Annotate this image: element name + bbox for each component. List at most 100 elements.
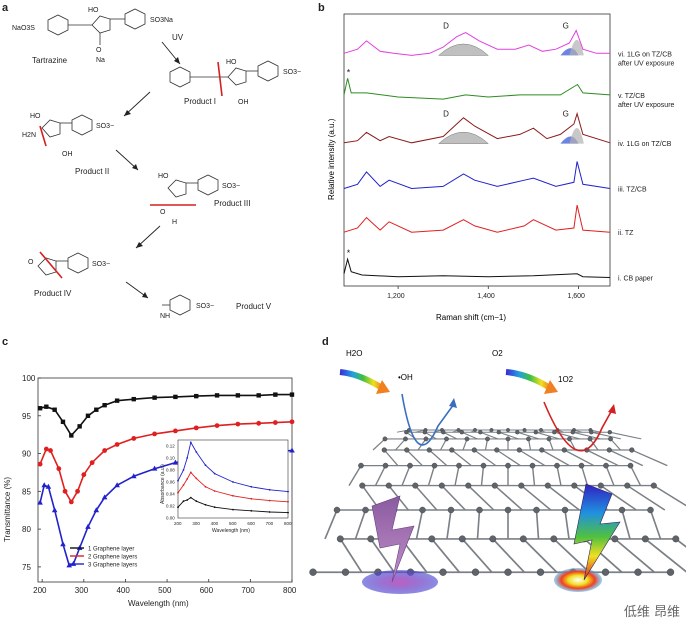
lattice-atom [570,430,575,435]
product2-h2n: H2N [22,132,36,139]
lattice-bond [580,465,589,486]
trans-xtick-label: 800 [283,586,297,595]
inset-point [287,511,289,514]
lattice-atom [491,482,498,489]
inset-point [195,451,198,453]
lattice-bond [609,431,642,440]
lattice-atom [382,436,388,442]
trans-point [60,419,66,425]
product2-oh: OH [62,151,73,158]
lattice-bond [427,465,436,486]
lattice-bond [473,449,497,467]
legend-label: 1 Graphene layer [88,547,134,553]
trans-ytick-label: 80 [22,525,31,534]
inset-point [213,506,216,509]
lattice-atom [529,462,536,469]
trans-point [51,507,58,513]
product2-so3: SO3− [96,123,114,130]
inset-point [204,485,207,488]
lattice-atom [358,462,364,469]
inset-ytick-label: 0.12 [166,444,175,449]
lattice-atom [504,506,512,514]
lattice-bond [518,449,546,467]
inset-frame [177,439,289,519]
lattice-bond [348,465,362,486]
trans-point [289,392,295,397]
lattice-atom [309,568,317,576]
lattice-atom [494,447,500,453]
trans-point [235,421,241,427]
raman-trace-label: iv. 1LG on TZ/CB [618,141,672,148]
raman-trace-1 [343,29,610,56]
lattice-bond [476,509,481,539]
raman-trace-label: i. CB paper [618,276,654,283]
lattice-atom [489,535,497,543]
lattice-bond [649,509,662,540]
lattice-atom [539,428,543,432]
legend-label: 3 Graphene layers [88,563,137,569]
trans-point [114,398,120,403]
lattice-atom [459,430,464,435]
lattice-atom [522,428,527,432]
lattice-bond [401,465,411,486]
lattice-bond [535,431,560,440]
product3-o: O [160,209,166,216]
lattice-bond [535,509,540,539]
inset-xtick-label: 400 [211,521,219,526]
trans-xtick-label: 200 [33,586,47,595]
inset-point [213,490,216,492]
lattice-atom [601,568,610,576]
trans-ytick-label: 75 [22,563,31,572]
lattice-atom [629,447,635,453]
lattice-atom [519,535,527,543]
lattice-atom [561,506,569,514]
lattice-atom [485,436,490,442]
g-peak-fill-grey [569,127,584,144]
light-bolt-rainbow [573,483,621,581]
raman-xtick-label: 1,600 [567,293,585,300]
raman-trace-6 [343,257,611,278]
lattice-bond [541,449,570,467]
trans-axes-frame [37,377,293,583]
raman-star-marker: * [347,248,351,258]
lattice-bond [609,449,644,467]
lattice-bond [531,465,536,486]
lattice-bond [498,431,519,440]
inset-point [182,484,185,486]
product4-o: O [28,259,34,266]
lattice-atom [647,506,654,514]
lattice-atom [422,430,427,435]
trans-point [94,407,99,412]
inset-point [250,509,253,512]
lattice-bond [454,465,460,486]
product4-label: Product IV [34,289,72,298]
lattice-bond [614,538,655,573]
trans-point [273,392,278,397]
lattice-bond [354,509,367,540]
trans-point [131,396,136,402]
lattice-atom [438,482,445,489]
lattice-bond [372,438,386,451]
o2-rainbow-arrow [505,369,552,391]
lattice-atom [539,447,545,453]
lattice-atom [597,482,604,489]
inset-point [182,500,185,503]
lattice-atom [650,482,657,489]
lattice-atom [478,430,483,435]
lattice-atom [441,430,446,435]
g-peak-label: G [563,21,569,30]
raman-trace-label-2: after UV exposure [618,102,675,109]
lattice-atom [362,506,369,514]
inset-point [177,479,179,482]
trans-point [256,393,261,398]
raman-ylabel: Relative intensity (a.u.) [327,118,336,200]
trans-point [102,448,108,453]
trans-xtick-label: 400 [116,586,130,595]
lattice-atom [505,462,511,469]
lattice-atom [624,482,631,489]
lattice-bond [406,449,423,467]
product2-label: Product II [75,167,109,176]
raman-trace-5 [343,204,611,233]
lattice-bond [395,438,406,451]
inset-ytick-label: 0.00 [166,516,175,521]
